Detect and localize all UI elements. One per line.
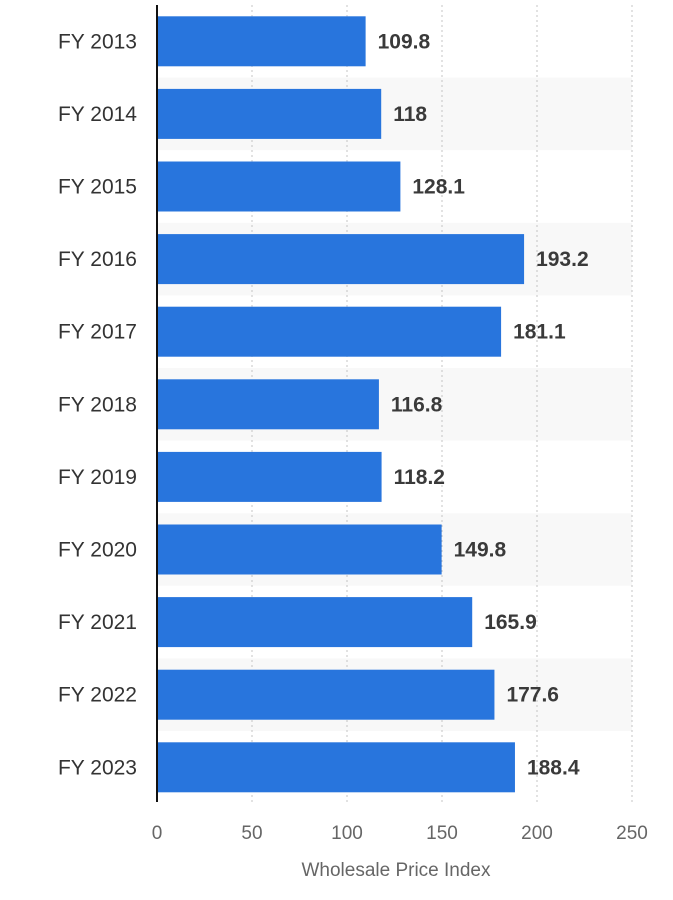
value-label: 128.1 — [412, 176, 465, 199]
category-label: FY 2022 — [58, 684, 137, 707]
bar — [157, 16, 366, 67]
value-label: 177.6 — [506, 684, 559, 707]
value-label: 118.2 — [394, 466, 445, 489]
category-labels: FY 2013 FY 2014 FY 2015 FY 2016 FY 2017 FY 20… — [58, 30, 137, 779]
value-label: 193.2 — [536, 248, 589, 271]
category-label: FY 2013 — [58, 30, 137, 53]
bar — [157, 669, 495, 720]
x-tick-label: 100 — [331, 823, 363, 844]
value-label: 181.1 — [513, 321, 566, 344]
x-tick-label: 200 — [521, 823, 553, 844]
category-label: FY 2014 — [58, 103, 137, 126]
value-label: 118 — [393, 103, 427, 126]
value-label: 109.8 — [378, 30, 431, 53]
bar — [157, 742, 515, 793]
x-tick-label: 250 — [616, 823, 648, 844]
bar — [157, 88, 382, 139]
bar — [157, 451, 382, 502]
category-label: FY 2018 — [58, 393, 137, 416]
bar — [157, 306, 502, 357]
category-label: FY 2019 — [58, 466, 137, 489]
bar — [157, 379, 379, 430]
bars — [157, 16, 525, 793]
x-tick-labels: 0 50 100 150 200 250 — [152, 823, 648, 844]
bar — [157, 597, 473, 648]
x-axis-title: Wholesale Price Index — [301, 860, 491, 881]
category-label: FY 2015 — [58, 176, 137, 199]
bar — [157, 161, 401, 212]
category-label: FY 2020 — [58, 539, 137, 562]
value-label: 116.8 — [391, 393, 443, 416]
x-tick-label: 0 — [152, 823, 163, 844]
value-labels: 109.8 118 128.1 193.2 181.1 116.8 118.2 149.8 16… — [378, 30, 589, 779]
value-label: 188.4 — [527, 756, 580, 779]
category-label: FY 2023 — [58, 756, 137, 779]
value-label: 165.9 — [484, 611, 537, 634]
bar — [157, 234, 525, 285]
category-label: FY 2021 — [58, 611, 137, 634]
x-tick-label: 50 — [241, 823, 262, 844]
value-label: 149.8 — [454, 539, 507, 562]
bar — [157, 524, 442, 575]
category-label: FY 2016 — [58, 248, 137, 271]
x-tick-label: 150 — [426, 823, 458, 844]
category-label: FY 2017 — [58, 321, 137, 344]
